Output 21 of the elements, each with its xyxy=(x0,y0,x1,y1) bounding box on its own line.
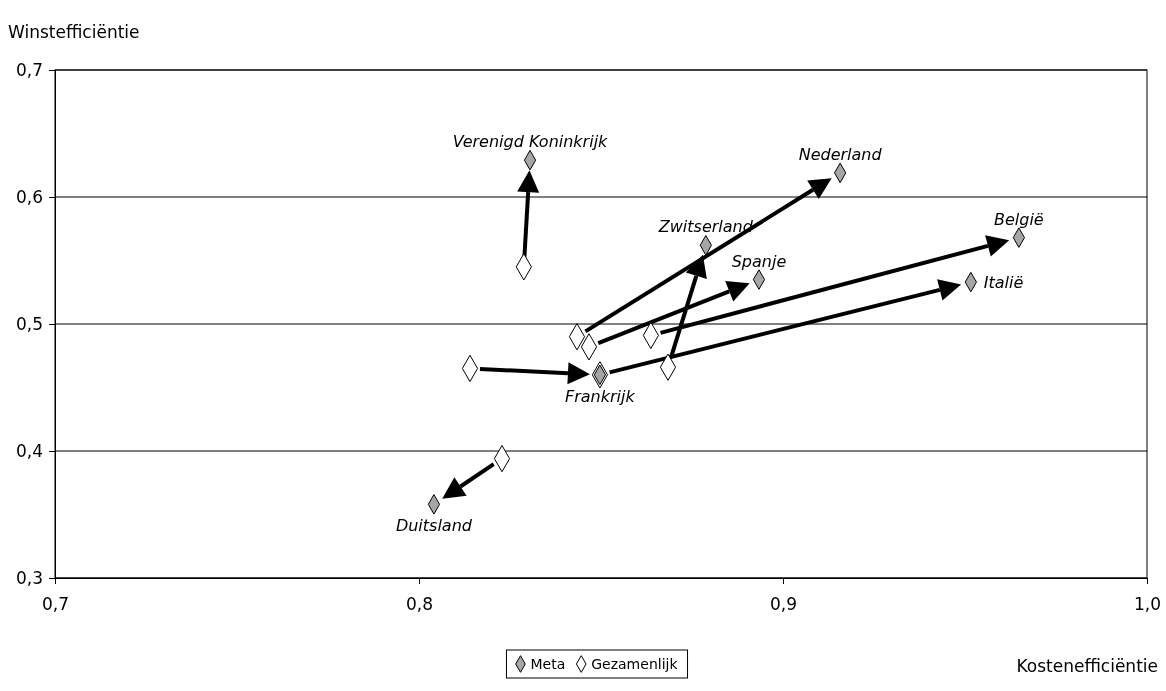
legend-label: Meta xyxy=(530,656,566,672)
annotation: Frankrijk xyxy=(565,386,636,406)
annotation: Nederland xyxy=(798,144,883,164)
annotation: Italië xyxy=(983,273,1024,293)
annotation: België xyxy=(994,209,1044,229)
y-tick-label: 0,6 xyxy=(15,186,43,207)
annotation: Duitsland xyxy=(395,516,473,536)
annotation: Spanje xyxy=(731,251,787,271)
x-tick-label: 0,8 xyxy=(405,594,434,615)
y-axis-title: Winstefficiëntie xyxy=(8,22,140,42)
x-tick-label: 0,7 xyxy=(41,594,70,615)
y-tick-label: 0,5 xyxy=(15,313,43,334)
annotation: Zwitserland xyxy=(657,217,754,237)
x-axis-title: Kostenefficiëntie xyxy=(1016,656,1158,676)
y-tick-label: 0,4 xyxy=(15,440,43,461)
y-tick-label: 0,3 xyxy=(15,567,43,588)
x-tick-label: 0,9 xyxy=(769,594,798,615)
y-tick-label: 0,7 xyxy=(15,59,43,80)
annotation: Verenigd Koninkrijk xyxy=(452,132,609,152)
x-tick-label: 1,0 xyxy=(1133,594,1162,615)
legend-label: Gezamenlijk xyxy=(591,656,679,672)
